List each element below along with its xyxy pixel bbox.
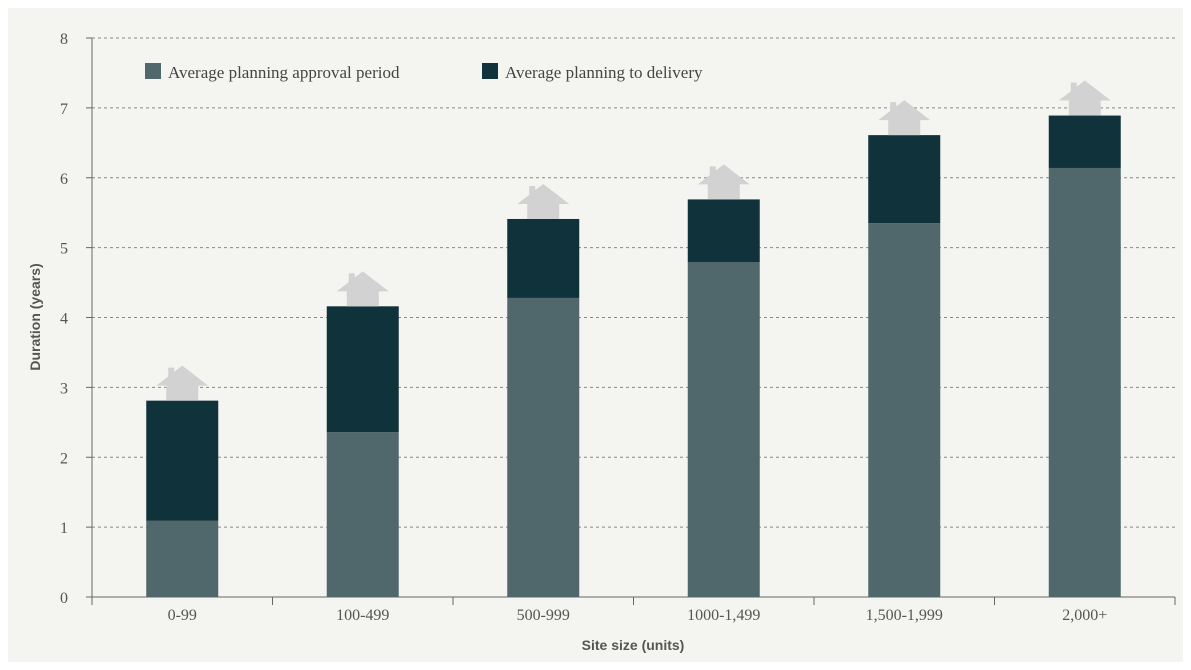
bar-approval bbox=[146, 520, 219, 597]
bar-delivery bbox=[1048, 115, 1121, 168]
x-tick-label: 100-499 bbox=[336, 607, 389, 624]
gridlines bbox=[92, 37, 1175, 528]
bar-delivery bbox=[326, 306, 399, 433]
bar-approval bbox=[507, 297, 580, 597]
bar-approval bbox=[687, 262, 760, 597]
house-icon bbox=[336, 271, 389, 307]
y-tick-label: 3 bbox=[60, 380, 68, 397]
legend-swatch-approval bbox=[145, 63, 161, 79]
y-tick-label: 4 bbox=[60, 311, 68, 328]
house-icon bbox=[1058, 80, 1111, 116]
chimney-icon bbox=[348, 273, 355, 286]
y-tick-label: 1 bbox=[60, 520, 68, 537]
y-tick-label: 7 bbox=[60, 101, 68, 118]
x-tick-label: 500-999 bbox=[517, 607, 570, 624]
bar-delivery bbox=[507, 218, 580, 298]
chimney-icon bbox=[709, 166, 716, 179]
bar-approval bbox=[1048, 167, 1121, 597]
x-axis-title: Site size (units) bbox=[582, 637, 685, 653]
y-tick-label: 5 bbox=[60, 241, 68, 258]
y-tick-label: 2 bbox=[60, 450, 68, 467]
bar-approval bbox=[326, 432, 399, 597]
x-tick-label: 1000-1,499 bbox=[687, 607, 760, 624]
legend: Average planning approval period Average… bbox=[145, 63, 703, 82]
x-tick-label: 0-99 bbox=[168, 607, 197, 624]
labels: 0 1 2 3 4 5 6 7 8 0-99 100-499 500-999 1000-1,499 1,5… bbox=[60, 31, 1107, 624]
y-axis-title: Duration (years) bbox=[27, 263, 43, 370]
bar-delivery bbox=[146, 400, 219, 521]
chimney-icon bbox=[529, 185, 536, 198]
legend-label-approval: Average planning approval period bbox=[168, 63, 400, 82]
house-icon bbox=[156, 365, 209, 401]
y-tick-label: 6 bbox=[60, 171, 68, 188]
bar-approval bbox=[868, 223, 941, 597]
chimney-icon bbox=[168, 367, 175, 380]
bar-delivery bbox=[868, 135, 941, 224]
house-icon bbox=[517, 183, 570, 219]
x-tick-label: 1,500-1,999 bbox=[866, 607, 943, 624]
y-tick-label: 8 bbox=[60, 31, 68, 48]
axes bbox=[86, 37, 1176, 605]
house-icons bbox=[156, 80, 1111, 401]
legend-label-delivery: Average planning to delivery bbox=[505, 63, 703, 82]
chimney-icon bbox=[890, 102, 897, 115]
x-tick-label: 2,000+ bbox=[1062, 607, 1107, 624]
bar-delivery bbox=[687, 199, 760, 263]
house-icon bbox=[878, 100, 931, 136]
y-tick-label: 0 bbox=[60, 590, 68, 607]
legend-swatch-delivery bbox=[482, 63, 498, 79]
bars bbox=[146, 115, 1121, 597]
house-icon bbox=[697, 164, 750, 200]
chimney-icon bbox=[1070, 82, 1077, 95]
